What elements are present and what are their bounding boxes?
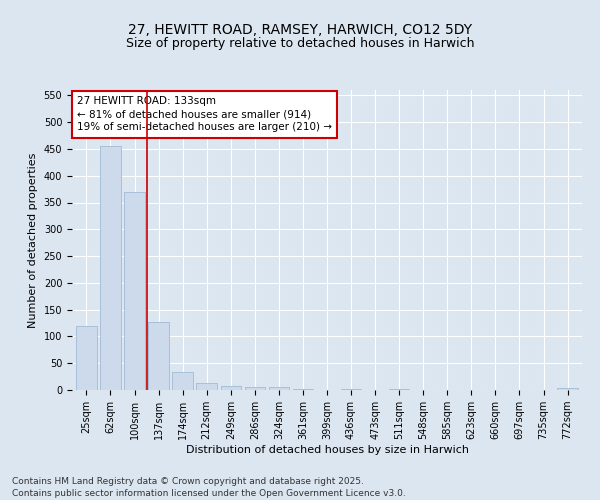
Text: Contains HM Land Registry data © Crown copyright and database right 2025.
Contai: Contains HM Land Registry data © Crown c…: [12, 476, 406, 498]
Text: 27, HEWITT ROAD, RAMSEY, HARWICH, CO12 5DY: 27, HEWITT ROAD, RAMSEY, HARWICH, CO12 5…: [128, 22, 472, 36]
X-axis label: Distribution of detached houses by size in Harwich: Distribution of detached houses by size …: [185, 445, 469, 455]
Bar: [100, 146, 121, 390]
Bar: [269, 388, 289, 390]
Bar: [196, 383, 217, 390]
Bar: [76, 326, 97, 390]
Text: Size of property relative to detached houses in Harwich: Size of property relative to detached ho…: [126, 38, 474, 51]
Bar: [124, 192, 145, 390]
Y-axis label: Number of detached properties: Number of detached properties: [28, 152, 38, 328]
Bar: [172, 372, 193, 390]
Text: 27 HEWITT ROAD: 133sqm
← 81% of detached houses are smaller (914)
19% of semi-de: 27 HEWITT ROAD: 133sqm ← 81% of detached…: [77, 96, 332, 132]
Bar: [221, 386, 241, 390]
Bar: [148, 322, 169, 390]
Bar: [557, 388, 578, 390]
Bar: [245, 388, 265, 390]
